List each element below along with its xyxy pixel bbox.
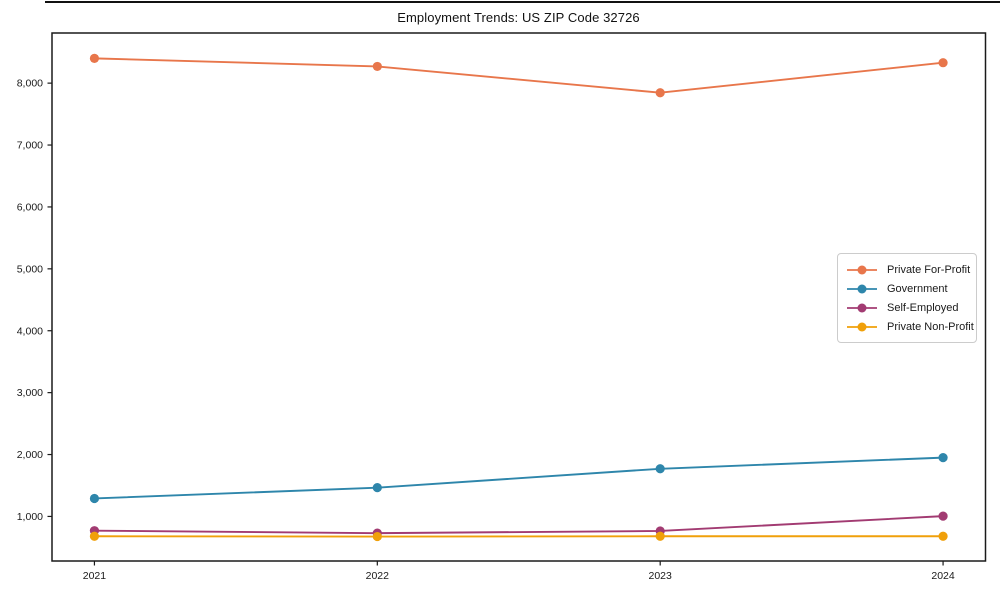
legend-item-government: Government (845, 279, 968, 298)
y-tick-label: 4,000 (17, 325, 43, 337)
data-point-marker (938, 58, 948, 68)
legend-item-self-employed: Self-Employed (845, 298, 968, 317)
x-tick-label: 2024 (931, 570, 955, 582)
x-tick-label: 2022 (366, 570, 390, 582)
top-border-line (45, 1, 1000, 3)
legend-marker-government (847, 284, 877, 293)
series-line (93, 515, 945, 535)
y-tick-label: 3,000 (17, 387, 43, 399)
plot-frame (51, 32, 987, 562)
legend: Private For-Profit Government Self-Emplo… (837, 253, 977, 343)
y-tick-label: 1,000 (17, 511, 43, 523)
series-government (89, 453, 948, 504)
y-tick-label: 5,000 (17, 263, 43, 275)
x-tick-label: 2021 (83, 570, 107, 582)
x-axis: 2021 2022 2023 2024 (83, 561, 955, 582)
series-private-non-profit (89, 531, 948, 542)
y-tick-label: 6,000 (17, 202, 43, 214)
data-point-marker (89, 493, 100, 504)
y-tick-label: 7,000 (17, 140, 43, 152)
data-point-marker (372, 531, 382, 542)
legend-label: Private Non-Profit (887, 320, 974, 333)
legend-item-private-non-profit: Private Non-Profit (845, 317, 974, 336)
data-point-marker (655, 464, 665, 474)
legend-marker-private-for-profit (847, 265, 877, 274)
data-point-marker (655, 88, 665, 98)
y-axis: 1,000 2,000 3,000 4,000 5,000 6,000 7,000 8,000 (17, 78, 52, 523)
data-point-marker (655, 531, 665, 541)
data-point-marker (89, 531, 100, 541)
series-line (93, 57, 945, 94)
legend-label: Government (887, 282, 948, 295)
y-tick-label: 2,000 (17, 449, 43, 461)
data-point-marker (938, 531, 948, 541)
series-self-employed (89, 511, 948, 538)
legend-marker-private-non-profit (847, 322, 877, 331)
y-tick-label: 8,000 (17, 78, 43, 90)
data-point-marker (372, 61, 382, 72)
legend-label: Private For-Profit (887, 263, 971, 276)
legend-marker-self-employed (847, 303, 877, 312)
series-line (93, 456, 945, 500)
chart-title: Employment Trends: US ZIP Code 32726 (397, 10, 640, 25)
series-private-for-profit (89, 53, 948, 98)
legend-label: Self-Employed (887, 301, 959, 314)
data-point-marker (938, 453, 948, 463)
data-point-marker (372, 483, 382, 493)
legend-item-private-for-profit: Private For-Profit (845, 260, 971, 279)
data-point-marker (938, 511, 948, 521)
data-point-marker (89, 53, 100, 63)
x-tick-label: 2023 (649, 570, 673, 582)
